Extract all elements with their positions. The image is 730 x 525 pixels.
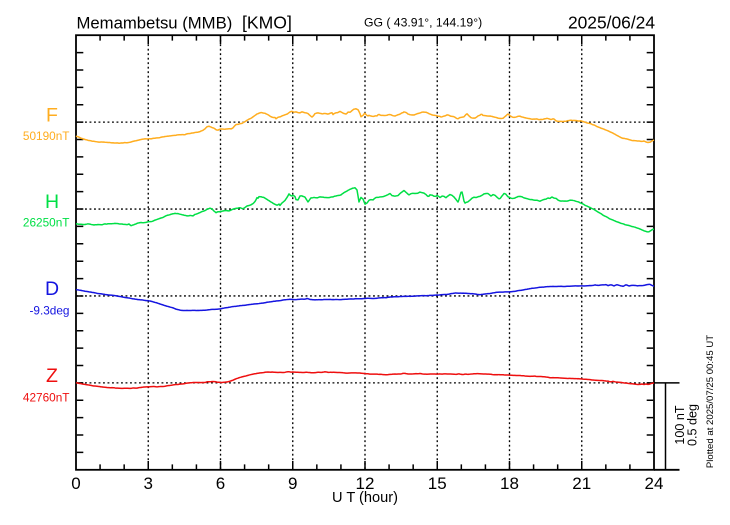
svg-text:50190nT: 50190nT — [23, 129, 70, 143]
svg-text:Plotted at 2025/07/25 00:45 UT: Plotted at 2025/07/25 00:45 UT — [705, 335, 716, 468]
svg-text:15: 15 — [428, 474, 447, 493]
svg-text:F: F — [46, 104, 58, 126]
svg-text:Memambetsu (MMB): Memambetsu (MMB) — [77, 13, 233, 32]
svg-text:9: 9 — [288, 474, 297, 493]
svg-text:-9.3deg: -9.3deg — [29, 304, 69, 318]
svg-text:6: 6 — [216, 474, 225, 493]
svg-text:H: H — [45, 191, 59, 213]
svg-text:Z: Z — [46, 365, 58, 387]
svg-text:U T (hour): U T (hour) — [332, 490, 398, 506]
svg-text:100 nT: 100 nT — [673, 405, 687, 445]
svg-text:0.5 deg: 0.5 deg — [685, 404, 699, 446]
svg-text:2025/06/24: 2025/06/24 — [568, 12, 655, 32]
svg-text:18: 18 — [500, 474, 519, 493]
svg-text:D: D — [45, 278, 59, 300]
svg-text:[KMO]: [KMO] — [242, 12, 292, 32]
svg-text:3: 3 — [144, 474, 153, 493]
svg-text:0: 0 — [71, 474, 80, 493]
svg-text:21: 21 — [572, 474, 591, 493]
svg-text:42760nT: 42760nT — [23, 390, 70, 404]
svg-text:24: 24 — [645, 474, 664, 493]
svg-text:GG ( 43.91°, 144.19°): GG ( 43.91°, 144.19°) — [364, 15, 482, 29]
svg-text:26250nT: 26250nT — [23, 216, 70, 230]
svg-text:12: 12 — [356, 474, 375, 493]
